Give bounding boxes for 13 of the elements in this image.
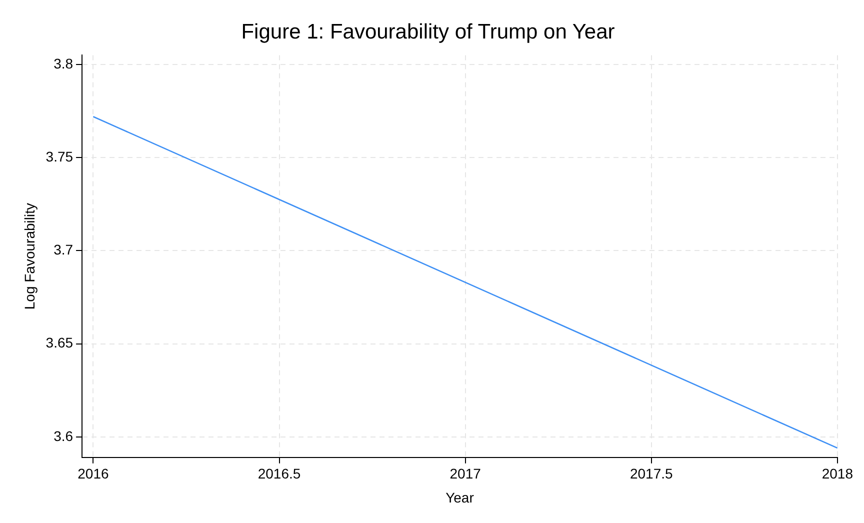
x-tick-label: 2016 xyxy=(78,466,109,482)
y-tick-label: 3.75 xyxy=(46,148,74,164)
x-tick-label: 2017 xyxy=(450,466,482,482)
x-tick-label: 2018 xyxy=(822,466,854,482)
y-tick-label: 3.8 xyxy=(54,55,74,72)
x-tick-label: 2017.5 xyxy=(630,466,673,482)
y-tick-label: 3.65 xyxy=(46,334,74,351)
x-tick-label: 2016.5 xyxy=(258,466,301,482)
x-axis-title: Year xyxy=(446,489,474,506)
chart-title: Figure 1: Favourability of Trump on Year xyxy=(241,20,615,44)
y-tick-label: 3.7 xyxy=(54,242,74,258)
y-axis-title: Log Favourability xyxy=(21,202,38,310)
y-tick-label: 3.6 xyxy=(54,428,74,444)
